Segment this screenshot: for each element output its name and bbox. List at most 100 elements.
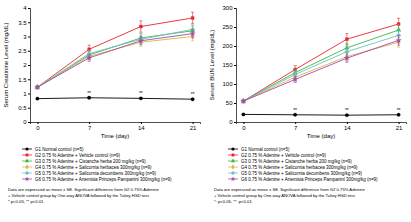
legend-item: G2 0.75 % Adenine + Vehicle control (n=9… xyxy=(22,153,121,158)
footnote-line: Data are expressed as mean ± SE. Signifi… xyxy=(214,187,365,192)
data-point xyxy=(35,84,40,89)
x-tick-label: 7 xyxy=(88,125,92,131)
y-tick: 250 xyxy=(222,24,236,30)
y-tick-label: 3.5 xyxy=(18,20,27,26)
x-axis-line xyxy=(237,123,407,125)
chart-panel: 07142100.511.522.533.54Time (day)Serum C… xyxy=(3,5,201,204)
error-bar xyxy=(397,114,400,116)
legend-label: G6 0.75 % Adenine + Artemisia Princeps P… xyxy=(241,177,378,182)
legend-marker xyxy=(230,176,235,181)
x-tick: 0 xyxy=(242,122,246,131)
legend-label: G5 0.75 % Adenine + Salicornia decumbens… xyxy=(241,171,363,176)
y-tick-label: 2.5 xyxy=(18,48,27,54)
legend-item: G3 0.75 % Adenine + Cistanche herba 200 … xyxy=(228,159,352,164)
annotations: ****** xyxy=(293,107,400,113)
y-tick-mark xyxy=(28,37,30,38)
significance-label: ** xyxy=(87,90,91,96)
data-point xyxy=(190,31,195,36)
legend-marker xyxy=(25,159,29,163)
series-line xyxy=(243,30,398,101)
y-axis-line xyxy=(28,9,31,123)
y-tick-label: 100 xyxy=(222,81,233,87)
legend-item: G5 0.75 % Adenine + Salicornia decumbens… xyxy=(22,171,157,176)
significance-label: ** xyxy=(293,107,297,113)
data-point xyxy=(241,98,246,102)
x-tick-mark xyxy=(141,122,142,124)
x-tick-mark xyxy=(193,122,194,124)
x-tick-mark xyxy=(37,122,38,124)
y-tick: 0.5 xyxy=(18,105,30,111)
y-tick: 2 xyxy=(23,62,30,68)
series xyxy=(36,32,194,90)
data-point xyxy=(344,55,349,60)
series-line xyxy=(37,37,192,88)
series-line xyxy=(243,35,398,101)
error-bar xyxy=(191,12,194,23)
legend-marker xyxy=(25,147,28,150)
y-tick-mark xyxy=(234,27,236,28)
series-line xyxy=(243,40,398,101)
significance-label: ** xyxy=(191,91,195,97)
y-tick-mark xyxy=(28,108,30,109)
legend-marker xyxy=(231,164,234,169)
x-tick-label: 14 xyxy=(138,125,145,131)
y-tick-label: 1 xyxy=(23,91,27,97)
data-point xyxy=(345,50,349,54)
series xyxy=(36,96,195,101)
legend: G1 Normal control (n=5)G2 0.75 % Adenine… xyxy=(228,147,378,182)
y-tick-mark xyxy=(28,8,30,9)
y-tick: 4 xyxy=(23,5,30,11)
data-point xyxy=(242,113,245,116)
significance-label: ** xyxy=(397,107,401,113)
x-tick-label: 14 xyxy=(344,125,351,131)
y-tick-mark xyxy=(234,65,236,66)
series-line xyxy=(37,98,192,99)
y-tick-mark xyxy=(28,79,30,80)
y-tick: 1.5 xyxy=(18,77,30,83)
y-tick-label: 150 xyxy=(222,62,233,68)
y-tick-label: 200 xyxy=(222,43,233,49)
data-point xyxy=(138,38,143,43)
series-line xyxy=(243,114,398,116)
legend-label: G3 0.75 % Adenine + Cistanche herba 200 … xyxy=(35,159,146,164)
y-tick-label: 0 xyxy=(23,119,27,125)
legend-marker xyxy=(231,159,235,163)
series-line xyxy=(243,42,398,101)
data-point xyxy=(293,113,296,116)
x-tick-mark xyxy=(295,122,296,124)
data-point xyxy=(241,99,245,103)
legend-marker xyxy=(25,171,29,175)
y-tick-mark xyxy=(234,46,236,47)
legend-marker xyxy=(26,154,29,157)
legend-marker xyxy=(24,176,29,181)
footnote-line: + Vehicle control group by One-way ANOVA… xyxy=(8,193,150,198)
x-tick-label: 7 xyxy=(294,125,298,131)
y-axis-title: Serum Creatinine Level (mg/dL) xyxy=(3,22,9,107)
legend: G1 Normal control (n=5)G2 0.75 % Adenine… xyxy=(22,147,172,182)
series xyxy=(35,26,195,89)
legend-item: G2 0.75 % Adenine + Vehicle control (n=9… xyxy=(228,153,327,158)
y-tick-label: 0.5 xyxy=(18,105,27,111)
x-tick-label: 0 xyxy=(242,125,246,131)
y-axis: 050100150200250300 xyxy=(222,5,236,125)
y-tick: 3 xyxy=(23,34,30,40)
data-point xyxy=(292,77,297,82)
y-tick: 3.5 xyxy=(18,20,30,26)
series xyxy=(36,12,194,88)
legend-marker xyxy=(25,164,28,169)
data-point xyxy=(345,38,348,41)
legend-label: G4 0.75 % Adenine + Salicornia herbacea … xyxy=(35,165,152,170)
y-axis-line xyxy=(234,9,237,123)
x-tick: 14 xyxy=(138,122,145,131)
x-tick-mark xyxy=(243,122,244,124)
data-point xyxy=(139,97,142,100)
y-tick: 150 xyxy=(222,62,236,68)
plot-marks xyxy=(35,12,196,101)
series xyxy=(242,18,400,102)
legend-item: G6 0.75 % Adenine + Artemisia Princeps P… xyxy=(22,176,172,181)
x-axis: 071421 xyxy=(237,122,407,131)
y-axis: 0 0.5 1 1.5 2 2.5 3 3.5 4 xyxy=(18,5,30,125)
y-tick-label: 250 xyxy=(222,24,233,30)
y-tick: 2.5 xyxy=(18,48,30,54)
x-axis-title: Time (day) xyxy=(307,133,335,139)
